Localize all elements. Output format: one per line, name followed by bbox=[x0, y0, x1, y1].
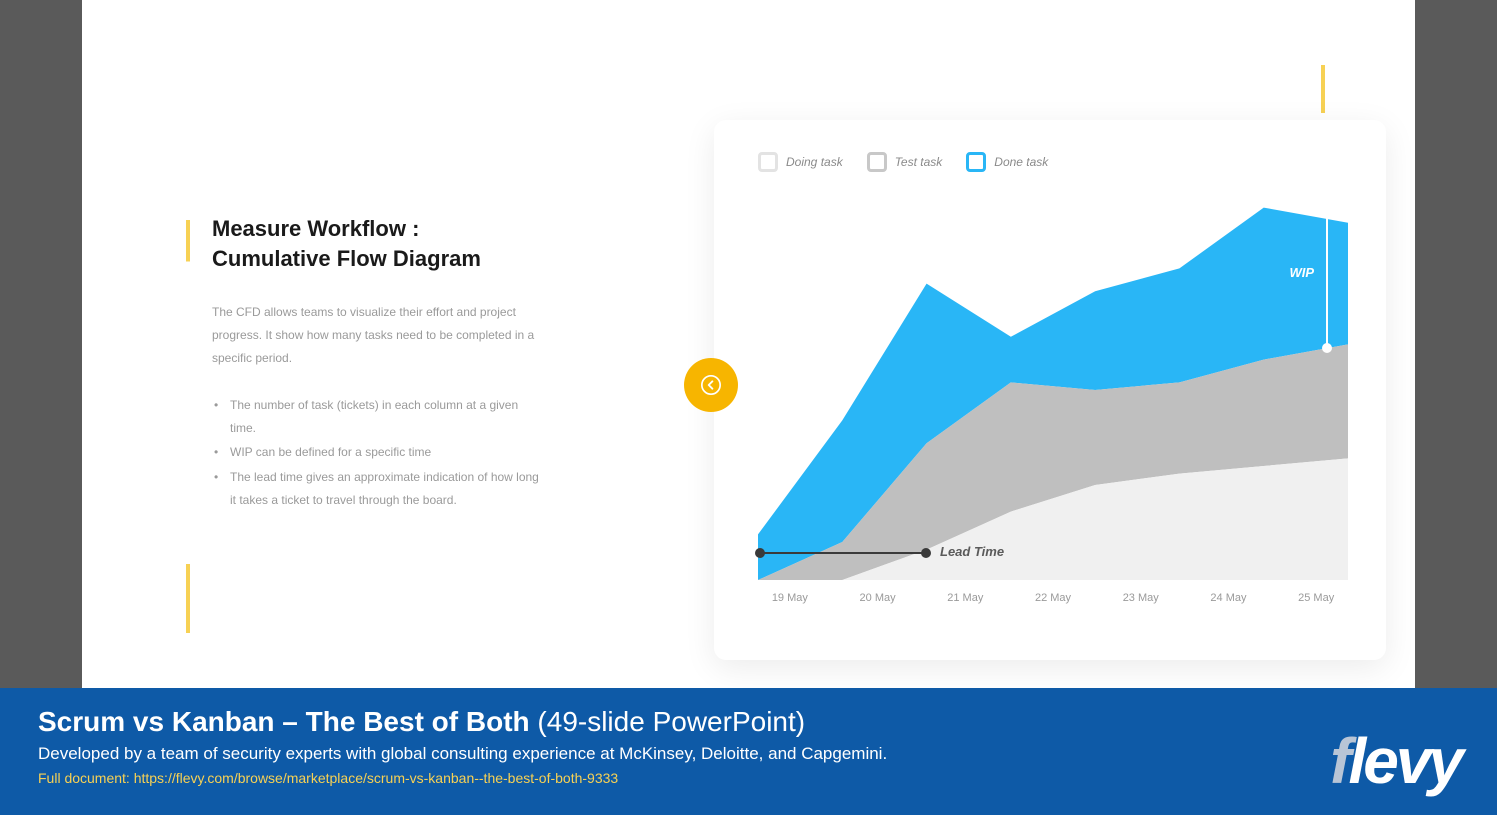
footer-subtitle: Developed by a team of security experts … bbox=[38, 744, 1459, 764]
heading-line-1: Measure Workflow : bbox=[212, 216, 419, 241]
brand-logo: flevy bbox=[1330, 729, 1461, 793]
x-axis: 19 May 20 May 21 May 22 May 23 May 24 Ma… bbox=[746, 592, 1360, 604]
slide-description: The CFD allows teams to visualize their … bbox=[212, 301, 542, 369]
x-tick: 20 May bbox=[834, 592, 922, 604]
legend-swatch bbox=[867, 152, 887, 172]
slide-canvas: Measure Workflow : Cumulative Flow Diagr… bbox=[82, 0, 1415, 688]
legend-swatch bbox=[758, 152, 778, 172]
legend-item-doing: Doing task bbox=[758, 152, 843, 172]
bullet-list: The number of task (tickets) in each col… bbox=[212, 394, 542, 512]
lead-time-marker bbox=[760, 552, 926, 554]
legend-label: Test task bbox=[895, 155, 943, 169]
footer-title: Scrum vs Kanban – The Best of Both (49-s… bbox=[38, 706, 1459, 738]
chart-plot bbox=[758, 200, 1348, 580]
x-tick: 25 May bbox=[1272, 592, 1360, 604]
bullet-item: WIP can be defined for a specific time bbox=[212, 441, 542, 464]
wip-label: WIP bbox=[1289, 265, 1314, 280]
footer-link[interactable]: Full document: https://flevy.com/browse/… bbox=[38, 770, 1459, 786]
lead-time-label: Lead Time bbox=[940, 544, 1004, 559]
legend-label: Done task bbox=[994, 155, 1048, 169]
x-tick: 22 May bbox=[1009, 592, 1097, 604]
x-tick: 19 May bbox=[746, 592, 834, 604]
accent-left-bar bbox=[186, 0, 190, 688]
footer-title-light: (49-slide PowerPoint) bbox=[530, 706, 805, 737]
wip-range-marker bbox=[1326, 200, 1328, 348]
legend-item-test: Test task bbox=[867, 152, 943, 172]
legend-swatch bbox=[966, 152, 986, 172]
text-panel: Measure Workflow : Cumulative Flow Diagr… bbox=[212, 214, 542, 514]
accent-right-bar bbox=[1321, 65, 1325, 113]
bullet-item: The lead time gives an approximate indic… bbox=[212, 466, 542, 512]
prev-slide-button[interactable] bbox=[684, 358, 738, 412]
x-tick: 23 May bbox=[1097, 592, 1185, 604]
bullet-item: The number of task (tickets) in each col… bbox=[212, 394, 542, 440]
x-tick: 24 May bbox=[1185, 592, 1273, 604]
chart-card: Doing task Test task Done task WIP Lead … bbox=[714, 120, 1386, 660]
footer-banner: Scrum vs Kanban – The Best of Both (49-s… bbox=[0, 688, 1497, 815]
heading-line-2: Cumulative Flow Diagram bbox=[212, 246, 481, 271]
footer-title-bold: Scrum vs Kanban – The Best of Both bbox=[38, 706, 530, 737]
slide-heading: Measure Workflow : Cumulative Flow Diagr… bbox=[212, 214, 542, 273]
legend-item-done: Done task bbox=[966, 152, 1048, 172]
chart-legend: Doing task Test task Done task bbox=[758, 152, 1048, 172]
x-tick: 21 May bbox=[921, 592, 1009, 604]
legend-label: Doing task bbox=[786, 155, 843, 169]
chevron-left-icon bbox=[700, 374, 722, 396]
